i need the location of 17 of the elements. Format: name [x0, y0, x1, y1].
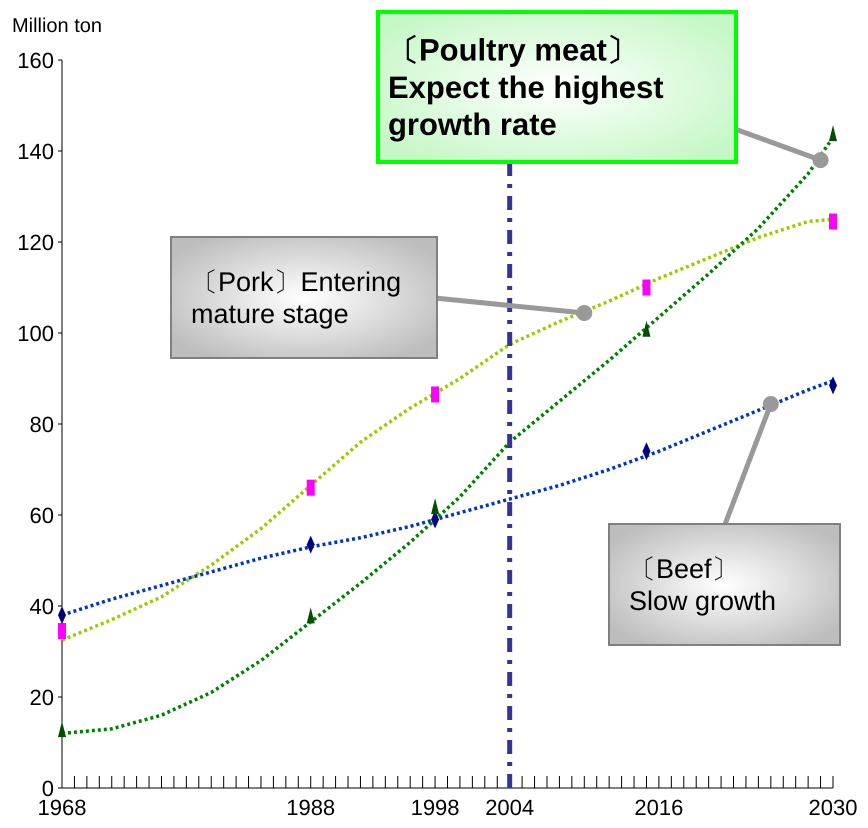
x-tick-label: 1998: [410, 795, 460, 820]
x-tick-label: 2004: [485, 795, 534, 820]
y-tick-label: 120: [17, 230, 54, 255]
y-tick-label: 80: [30, 412, 54, 437]
x-tick-label: 1988: [286, 795, 336, 820]
x-tick-label: 2030: [808, 795, 858, 820]
annotation: 〔Poultry meat〕Expect the highest growth rate: [388, 32, 664, 142]
y-tick-label: 100: [17, 321, 54, 346]
y-tick-label: 20: [30, 685, 54, 710]
x-tick-label: 2016: [634, 795, 684, 820]
y-tick-label: 140: [17, 139, 54, 164]
annotation: 〔Beef〕Slow growth: [629, 554, 776, 616]
annotation: 〔Pork〕Entering mature stage: [191, 266, 402, 330]
y-axis-title: Million ton: [12, 15, 102, 37]
y-tick-label: 40: [30, 594, 54, 619]
y-tick-label: 60: [30, 503, 54, 528]
y-tick-label: 160: [17, 48, 54, 73]
